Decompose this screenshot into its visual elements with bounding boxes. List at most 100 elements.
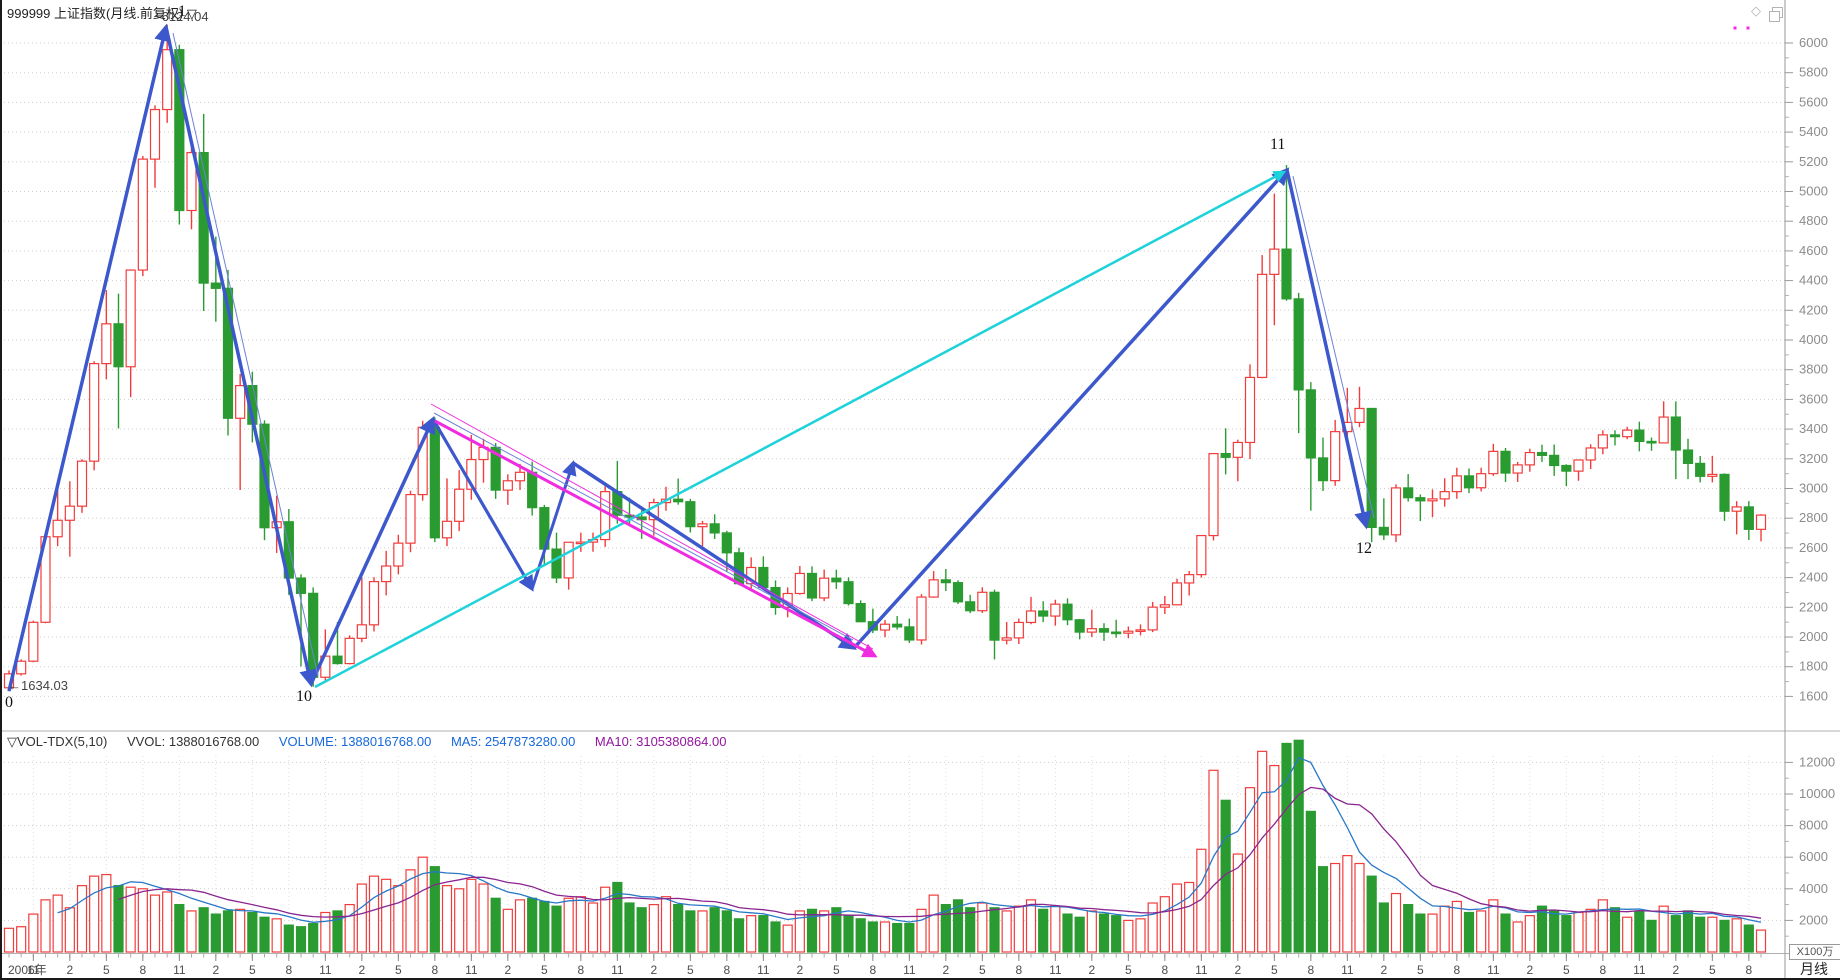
volume-bar — [490, 897, 501, 953]
x-tick-label: 8 — [1015, 963, 1022, 977]
wave-label[interactable]: 1 — [178, 3, 186, 20]
trendline-thin_blue[interactable] — [172, 32, 319, 677]
volume-bar — [1025, 899, 1037, 953]
candle-body — [648, 502, 659, 521]
volume-bar — [660, 896, 672, 953]
volume-bar — [514, 899, 526, 953]
volume-bar — [308, 922, 319, 953]
trendline-blue[interactable] — [1285, 169, 1372, 530]
volume-bar — [709, 907, 720, 953]
volume-bar — [198, 907, 209, 953]
price-tick-label: 5600 — [1799, 94, 1828, 109]
candle-body — [441, 520, 453, 539]
x-tick-label: 11 — [319, 963, 332, 977]
candle-body — [137, 158, 148, 271]
volume-bar — [64, 907, 75, 953]
candle-body — [685, 501, 696, 528]
candle-body — [916, 596, 927, 641]
trendline-magenta_thin[interactable] — [430, 403, 874, 650]
volume-bar — [1500, 913, 1511, 953]
price-tick-label: 3800 — [1799, 362, 1828, 377]
volume-bar — [843, 915, 854, 953]
trendline-blue[interactable] — [431, 418, 534, 592]
trendline-thin_blue[interactable] — [433, 412, 854, 641]
candle-body — [186, 151, 197, 212]
period-label[interactable]: 月线 — [1800, 961, 1828, 977]
symbol-title[interactable]: 999999 上证指数(月线.前复权) ▽ — [7, 3, 197, 22]
diamond-icon[interactable]: ◇ — [1751, 3, 1761, 18]
volume-bar — [1135, 918, 1146, 953]
trendline-blue[interactable] — [164, 26, 317, 688]
candle-body — [1184, 574, 1195, 584]
wave-label[interactable]: 12 — [1356, 540, 1372, 557]
candle-body — [1609, 434, 1621, 438]
volume-bar — [1585, 908, 1596, 953]
volume-bar — [1293, 739, 1304, 953]
trendline-magenta[interactable] — [434, 419, 878, 658]
candle-body — [429, 426, 440, 539]
candle-body — [1050, 603, 1061, 617]
x-tick-label: 2 — [650, 963, 657, 977]
trendline-thin_blue[interactable] — [1292, 175, 1375, 519]
volume-bar — [1743, 924, 1754, 953]
volume-bar — [344, 903, 355, 953]
volume-bar — [283, 924, 294, 953]
volume-bar — [539, 900, 550, 953]
x-year-label: 2006年 — [8, 963, 47, 977]
candle-body — [879, 623, 891, 631]
drawing-handle-dot[interactable] — [1733, 26, 1737, 30]
volume-bar — [478, 883, 489, 953]
wave-label[interactable]: 0 — [5, 694, 13, 711]
restore-window-icon[interactable] — [1769, 7, 1783, 22]
price-tick-label: 2400 — [1799, 570, 1828, 585]
volume-bar — [904, 922, 915, 953]
drawing-handle-dot[interactable] — [1746, 26, 1750, 30]
trendline-blue[interactable] — [7, 23, 172, 692]
wave-label[interactable]: 11 — [1270, 136, 1285, 153]
price-tick-label: 6000 — [1799, 35, 1828, 50]
x-tick-label: 11 — [757, 963, 770, 977]
volume-bar — [1670, 915, 1681, 953]
volume-bar — [1232, 853, 1243, 953]
volume-bar — [1476, 910, 1487, 953]
x-tick-label: 5 — [1417, 963, 1424, 977]
x-tick-label: 2 — [504, 963, 511, 977]
price-tick-label: 3400 — [1799, 421, 1828, 436]
x-tick-label: 8 — [1599, 963, 1606, 977]
candle-body — [1476, 473, 1487, 489]
trendline-cyan[interactable] — [314, 170, 1287, 689]
x-tick-label: 8 — [723, 963, 730, 977]
vvol-value: VVOL: 1388016768.00 — [126, 734, 260, 749]
volume-gridlines — [4, 756, 1785, 952]
trendline-blue[interactable] — [852, 167, 1290, 650]
x-tick-label: 5 — [979, 963, 986, 977]
x-tick-label: 11 — [173, 963, 186, 977]
volume-indicator-name[interactable]: ▽VOL-TDX(5,10) — [7, 734, 108, 749]
trendline-blue[interactable] — [572, 461, 857, 650]
x-tick-label: 5 — [395, 963, 402, 977]
wave-label[interactable]: 10 — [296, 688, 312, 705]
candle-body — [892, 623, 903, 628]
candle-body — [527, 471, 538, 509]
volume-bars — [3, 739, 1767, 953]
volume-bar — [952, 899, 964, 953]
volume-bar — [587, 902, 599, 953]
x-tick-label: 11 — [1341, 963, 1354, 977]
volume-bar — [1062, 913, 1073, 953]
volume-bar — [381, 878, 392, 953]
volume-axis: 2000 4000 6000 8000 10000 12000 — [1785, 754, 1835, 937]
volume-bar — [1074, 916, 1085, 953]
x-tick-label: 8 — [139, 963, 146, 977]
volume-bar — [1403, 903, 1414, 953]
candle-body — [295, 577, 307, 594]
x-tick-label: 8 — [285, 963, 292, 977]
volume-bar — [867, 921, 878, 953]
price-tick-label: 4800 — [1799, 213, 1828, 228]
x-tick-label: 8 — [577, 963, 584, 977]
trendline-blue[interactable] — [309, 415, 436, 685]
x-tick-label: 11 — [611, 963, 624, 977]
x-tick-label: 5 — [103, 963, 110, 977]
volume-bar — [1731, 918, 1742, 953]
price-tick-label: 3200 — [1799, 451, 1828, 466]
volume-bar — [1366, 875, 1377, 953]
